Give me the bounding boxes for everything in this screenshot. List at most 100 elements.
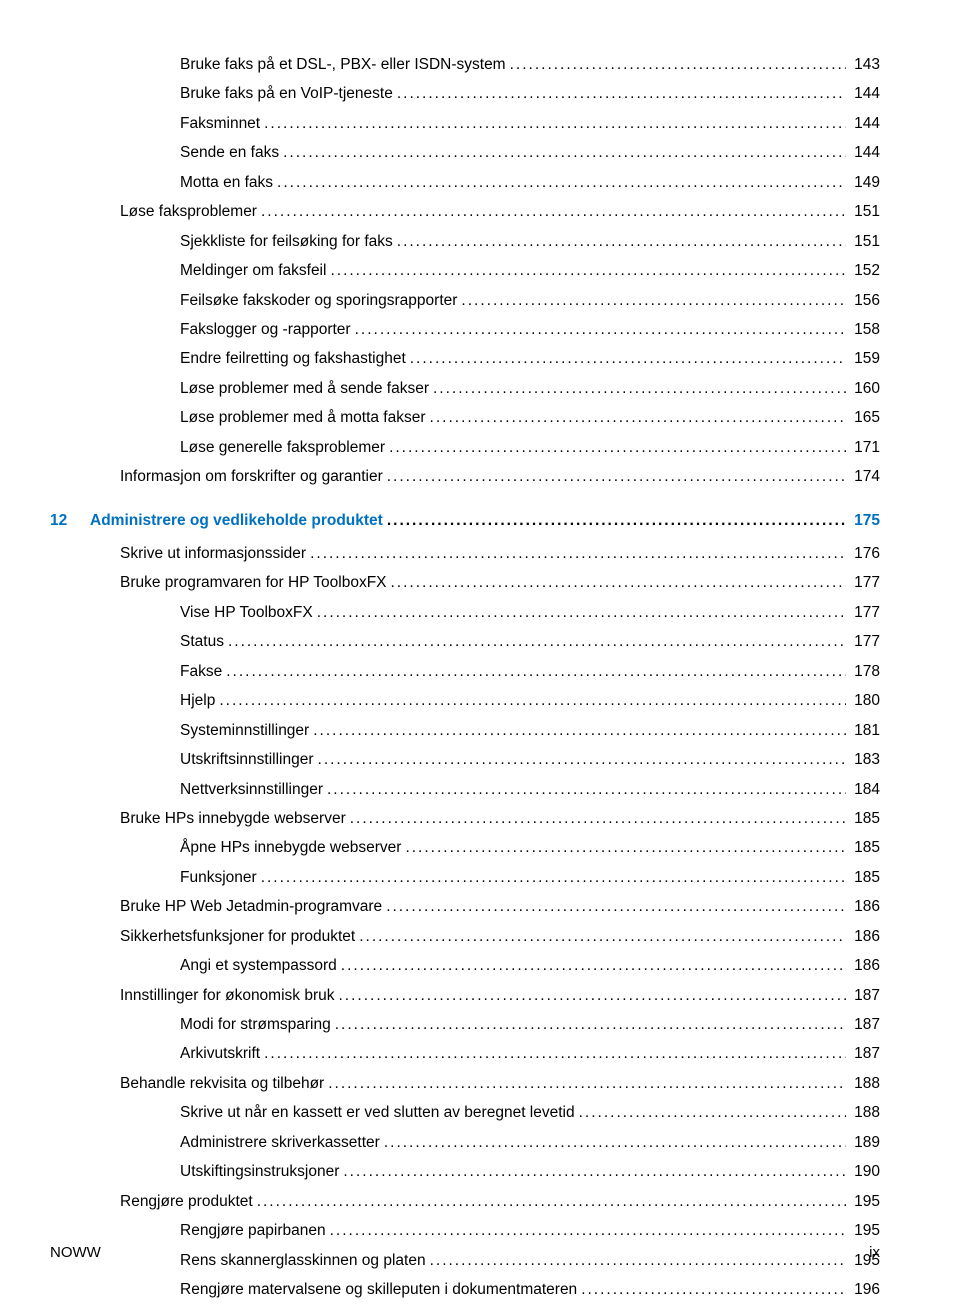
toc-entry-page: 143: [846, 50, 880, 79]
toc-entry-label: Bruke programvaren for HP ToolboxFX: [120, 568, 387, 597]
toc-entry[interactable]: Skrive ut når en kassett er ved slutten …: [50, 1098, 880, 1127]
toc-dots: [260, 1039, 846, 1068]
toc-entry[interactable]: Angi et systempassord 186: [50, 951, 880, 980]
toc-entry-page: 177: [846, 598, 880, 627]
toc-chapter-heading[interactable]: 12Administrere og vedlikeholde produktet…: [50, 506, 880, 535]
toc-dots: [253, 1187, 846, 1216]
toc-dots: [426, 403, 846, 432]
toc-dots: [257, 863, 846, 892]
toc-entry[interactable]: Fakslogger og -rapporter 158: [50, 315, 880, 344]
toc-entry[interactable]: Administrere skriverkassetter 189: [50, 1128, 880, 1157]
toc-entry-page: 185: [846, 863, 880, 892]
toc-entry-label: Behandle rekvisita og tilbehør: [120, 1069, 324, 1098]
toc-entry-label: Bruke faks på et DSL-, PBX- eller ISDN-s…: [180, 50, 506, 79]
toc-entry-label: Bruke HPs innebygde webserver: [120, 804, 346, 833]
toc-entry[interactable]: Vise HP ToolboxFX 177: [50, 598, 880, 627]
toc-entry-page: 187: [846, 981, 880, 1010]
toc-entry[interactable]: Utskiftingsinstruksjoner 190: [50, 1157, 880, 1186]
toc-entry[interactable]: Løse generelle faksproblemer 171: [50, 433, 880, 462]
toc-entry-page: 180: [846, 686, 880, 715]
toc-entry[interactable]: Status 177: [50, 627, 880, 656]
toc-entry-label: Løse problemer med å motta fakser: [180, 403, 426, 432]
toc-entry-label: Motta en faks: [180, 168, 273, 197]
footer-right: ix: [869, 1244, 880, 1261]
toc-entry[interactable]: Behandle rekvisita og tilbehør 188: [50, 1069, 880, 1098]
toc-entry-label: Sikkerhetsfunksjoner for produktet: [120, 922, 355, 951]
toc-entry[interactable]: Sikkerhetsfunksjoner for produktet 186: [50, 922, 880, 951]
toc-entry[interactable]: Bruke HPs innebygde webserver 185: [50, 804, 880, 833]
toc-entry-page: 151: [846, 227, 880, 256]
toc-entry-page: 174: [846, 462, 880, 491]
toc-entry-page: 186: [846, 892, 880, 921]
toc-entry[interactable]: Funksjoner 185: [50, 863, 880, 892]
toc-entry-label: Bruke HP Web Jetadmin-programvare: [120, 892, 382, 921]
toc-entry-page: 160: [846, 374, 880, 403]
toc-dots: [331, 1010, 846, 1039]
toc-entry[interactable]: Innstillinger for økonomisk bruk 187: [50, 981, 880, 1010]
toc-entry[interactable]: Løse problemer med å motta fakser 165: [50, 403, 880, 432]
toc-entry[interactable]: Løse problemer med å sende fakser 160: [50, 374, 880, 403]
toc-entry[interactable]: Modi for strømsparing 187: [50, 1010, 880, 1039]
toc-entry-page: 158: [846, 315, 880, 344]
toc-entry-label: Skrive ut når en kassett er ved slutten …: [180, 1098, 575, 1127]
toc-entry[interactable]: Bruke faks på et DSL-, PBX- eller ISDN-s…: [50, 50, 880, 79]
toc-entry[interactable]: Systeminnstillinger 181: [50, 716, 880, 745]
toc-entry-label: Status: [180, 627, 224, 656]
toc-entry[interactable]: Rengjøre matervalsene og skilleputen i d…: [50, 1275, 880, 1304]
toc-entry-page: 144: [846, 138, 880, 167]
toc-entry[interactable]: Rengjøre papirbanen 195: [50, 1216, 880, 1245]
toc-entry[interactable]: Fakse 178: [50, 657, 880, 686]
toc-entry[interactable]: Endre feilretting og fakshastighet 159: [50, 344, 880, 373]
toc-entry[interactable]: Åpne HPs innebygde webserver 185: [50, 833, 880, 862]
toc-entry[interactable]: Sjekkliste for feilsøking for faks 151: [50, 227, 880, 256]
toc-dots: [273, 168, 846, 197]
toc-entry[interactable]: Skrive ut informasjonssider 176: [50, 539, 880, 568]
toc-entry-label: Løse problemer med å sende fakser: [180, 374, 429, 403]
toc-dots: [346, 804, 846, 833]
toc-entry[interactable]: Faksminnet 144: [50, 109, 880, 138]
toc-dots: [306, 539, 846, 568]
toc-entry-page: 181: [846, 716, 880, 745]
toc-chapter-page: 175: [846, 506, 880, 535]
toc-entry-label: Endre feilretting og fakshastighet: [180, 344, 406, 373]
toc-entry[interactable]: Arkivutskrift 187: [50, 1039, 880, 1068]
toc-dots: [224, 627, 846, 656]
toc-entry[interactable]: Rengjøre produktet 195: [50, 1187, 880, 1216]
toc-entry[interactable]: Løse faksproblemer 151: [50, 197, 880, 226]
toc-dots: [260, 109, 846, 138]
toc-dots: [351, 315, 846, 344]
toc-entry[interactable]: Bruke programvaren for HP ToolboxFX 177: [50, 568, 880, 597]
toc-dots: [326, 1216, 846, 1245]
toc-entry[interactable]: Utskriftsinnstillinger 183: [50, 745, 880, 774]
toc-entry-label: Systeminnstillinger: [180, 716, 309, 745]
toc-entry[interactable]: Feilsøke fakskoder og sporingsrapporter …: [50, 286, 880, 315]
toc-entry-label: Rengjøre matervalsene og skilleputen i d…: [180, 1275, 577, 1304]
toc-entry-page: 186: [846, 922, 880, 951]
toc-entry[interactable]: Sende en faks 144: [50, 138, 880, 167]
toc-entry-page: 177: [846, 627, 880, 656]
page-footer: NOWW ix: [50, 1244, 880, 1261]
toc-entry[interactable]: Nettverksinnstillinger 184: [50, 775, 880, 804]
toc-entry[interactable]: Hjelp 180: [50, 686, 880, 715]
toc-entry-page: 177: [846, 568, 880, 597]
toc-entry[interactable]: Bruke HP Web Jetadmin-programvare 186: [50, 892, 880, 921]
toc-entry-label: Bruke faks på en VoIP-tjeneste: [180, 79, 393, 108]
toc-entry[interactable]: Motta en faks 149: [50, 168, 880, 197]
toc-dots: [309, 716, 846, 745]
toc-entry-label: Innstillinger for økonomisk bruk: [120, 981, 335, 1010]
toc-dots: [393, 227, 846, 256]
toc-entry[interactable]: Meldinger om faksfeil 152: [50, 256, 880, 285]
toc-entry-page: 187: [846, 1039, 880, 1068]
toc-dots: [385, 433, 846, 462]
toc-entry-label: Fakslogger og -rapporter: [180, 315, 351, 344]
toc-entry[interactable]: Informasjon om forskrifter og garantier …: [50, 462, 880, 491]
toc-dots: [387, 568, 847, 597]
toc-entry-page: 188: [846, 1098, 880, 1127]
toc-chapter-label: 12Administrere og vedlikeholde produktet: [50, 506, 383, 535]
toc-entry[interactable]: Bruke faks på en VoIP-tjeneste 144: [50, 79, 880, 108]
toc-entry-label: Funksjoner: [180, 863, 257, 892]
toc-entry-label: Rengjøre papirbanen: [180, 1216, 326, 1245]
toc-entry-label: Nettverksinnstillinger: [180, 775, 323, 804]
toc-entry-label: Meldinger om faksfeil: [180, 256, 326, 285]
toc-entry-label: Åpne HPs innebygde webserver: [180, 833, 401, 862]
